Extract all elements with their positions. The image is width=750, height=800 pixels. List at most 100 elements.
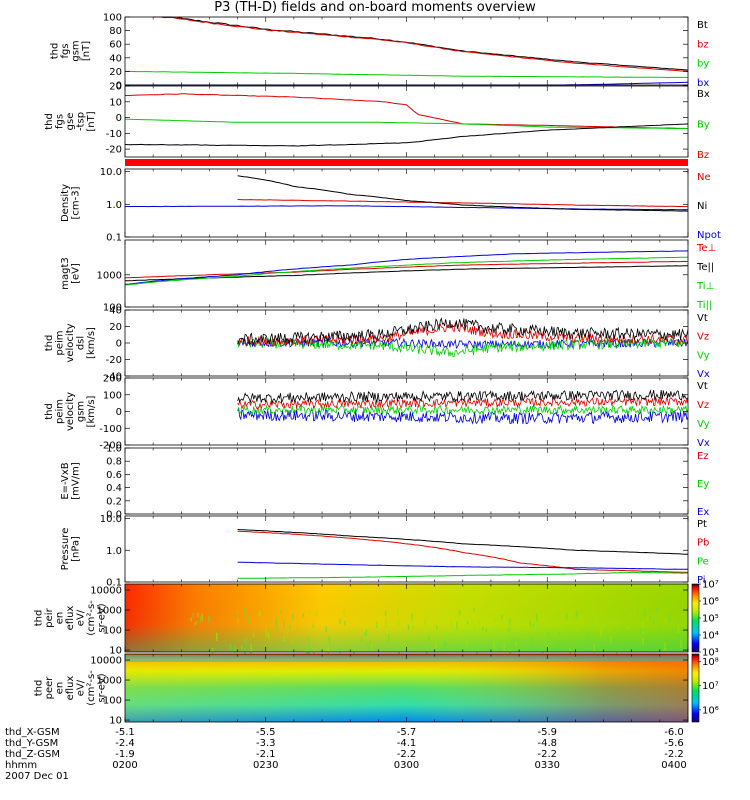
series-Vt [237, 389, 689, 405]
series-By [124, 118, 688, 130]
heatmap-speckle [566, 613, 568, 620]
heatmap-speckle [436, 624, 438, 630]
y-tick-label: 1000 [97, 606, 122, 617]
panel-efield: Ez Ey Ex 0.0 0.2 0.4 0.6 0.8 1.0 E=-VxB[mV/m] [60, 444, 710, 521]
y-tick-label: 20 [109, 82, 122, 93]
heatmap-speckle [501, 615, 503, 619]
y-tick-label: 200 [103, 374, 122, 385]
heatmap-speckle [288, 624, 291, 630]
y-tick-label: -100 [99, 424, 122, 435]
heatmap-speckle [629, 610, 632, 616]
heatmap-speckle [411, 614, 413, 621]
y-tick-label: 0 [116, 81, 122, 92]
y-axis-label: thdfgsgse-tsp[nT] [44, 111, 97, 131]
y-tick-label: 100 [103, 390, 122, 401]
heatmap-speckle [199, 615, 202, 623]
y-axis-label-line: (cm²-s- [86, 670, 97, 706]
heatmap-speckle [211, 647, 214, 654]
heatmap-speckle [473, 608, 475, 612]
y-tick-label: -40 [106, 372, 122, 383]
panel-peer-en-eflux: 10⁶ 10⁷ 10⁸ 10 100 1000 10000 thdpeerenefluxeV/… [34, 653, 719, 727]
y-tick-label: 20 [109, 322, 122, 333]
legend-density: Ne Ni Npot [697, 172, 721, 241]
heatmap-speckle [236, 613, 239, 619]
y-tick-label: 10.0 [100, 167, 122, 178]
y-axis-label-line: gsm [76, 401, 87, 422]
heatmap-speckle [445, 642, 447, 647]
heatmap-speckle [612, 639, 615, 644]
y-axis-label-line: peir [44, 607, 55, 627]
heatmap-speckle [267, 631, 270, 639]
series-Vz [237, 322, 689, 347]
legend-item: Ni [697, 201, 707, 212]
heatmap-speckle [558, 631, 560, 635]
heatmap-speckle [291, 639, 294, 644]
series-Te|| [125, 265, 688, 282]
legend-item: Pb [697, 538, 709, 549]
y-tick-label: 1000 [97, 676, 122, 687]
colorbar-tick-label: 10⁷ [702, 580, 719, 591]
heatmap-speckle [546, 631, 549, 635]
y-axis-label: magt3[eV] [60, 257, 82, 290]
legend-item: Vx [697, 438, 710, 449]
heatmap-shade [125, 654, 688, 722]
y-axis-label-line: peim [55, 399, 66, 424]
y-tick-label: 1.0 [106, 444, 122, 455]
heatmap-speckle [283, 635, 286, 642]
heatmap-speckle [669, 614, 671, 623]
legend-item: Bt [697, 20, 708, 31]
heatmap-speckle [194, 622, 196, 626]
legend-item: Ex [697, 507, 709, 518]
y-axis-label-line: thd [44, 403, 55, 420]
heatmap-speckle [547, 631, 550, 638]
y-axis-label-line: eV/ [76, 679, 87, 696]
legend-item: Vy [697, 419, 710, 430]
heatmap-speckle [312, 623, 314, 628]
legend-peim-velocity-dsl: Vt Vz Vy Vx [697, 313, 710, 380]
y-tick-label: 1.0 [106, 200, 122, 211]
panel-frame [124, 447, 689, 515]
series-Vx [237, 337, 689, 350]
series-Npot [124, 205, 689, 211]
y-axis-label-line: -tsp [76, 112, 87, 131]
heatmap-speckle [397, 608, 399, 615]
y-axis-label: E=-VxB[mV/m] [60, 462, 82, 500]
heatmap-speckle [370, 642, 373, 651]
panel-frame [124, 168, 689, 238]
heatmap-speckle [363, 632, 366, 637]
y-axis-label: thdpeerenefluxeV/(cm²-s-sr-eV) [34, 670, 108, 706]
legend-item: Ne [697, 172, 711, 183]
heatmap-speckle [649, 616, 651, 621]
y-axis-label-line: eV/ [76, 609, 87, 626]
heatmap-speckle [280, 610, 282, 614]
heatmap-speckle [647, 616, 649, 621]
heatmap-speckle [406, 642, 409, 647]
heatmap-speckle [229, 643, 232, 651]
legend-item: Npot [697, 230, 721, 241]
legend-item: Bz [697, 150, 709, 161]
legend-item: Ez [697, 451, 709, 462]
heatmap-speckle [241, 645, 243, 650]
heatmap-speckle [275, 623, 278, 630]
panel-fgs-gse-tsp: Bx By Bz -20 -10 0 10 20 thdfgsgse-tsp[nT] [44, 82, 710, 162]
colorbar-tick-label: 10⁶ [702, 705, 719, 716]
heatmap-speckle [652, 619, 655, 624]
y-axis-label: thdpeirenefluxeV/(cm²-s-sr-eV) [34, 600, 108, 636]
y-axis-label-line: velocity [65, 323, 76, 362]
y-axis-label: thdpeimvelocitygsm[km/s] [44, 392, 97, 431]
y-tick-label: 0.8 [106, 457, 122, 468]
heatmap-speckle [633, 608, 636, 616]
heatmap-speckle [208, 615, 210, 623]
y-tick-label: 60 [109, 40, 122, 51]
heatmap-speckle [308, 610, 311, 615]
heatmap-speckle [525, 610, 527, 617]
heatmap-speckle [456, 621, 458, 630]
heatmap-speckle [513, 637, 515, 646]
heatmap-speckle [265, 633, 268, 638]
heatmap-speckle [327, 646, 329, 654]
colorbar-peer-en-eflux: 10⁶ 10⁷ 10⁸ [691, 653, 719, 723]
heatmap-speckle [554, 619, 556, 627]
panel-pressure: Pt Pb Pe Pi 0.1 1.0 10.0 Pressure[nPa] [60, 514, 710, 588]
y-axis-label-line: [nPa] [70, 536, 81, 562]
heatmap-speckle [190, 617, 193, 622]
